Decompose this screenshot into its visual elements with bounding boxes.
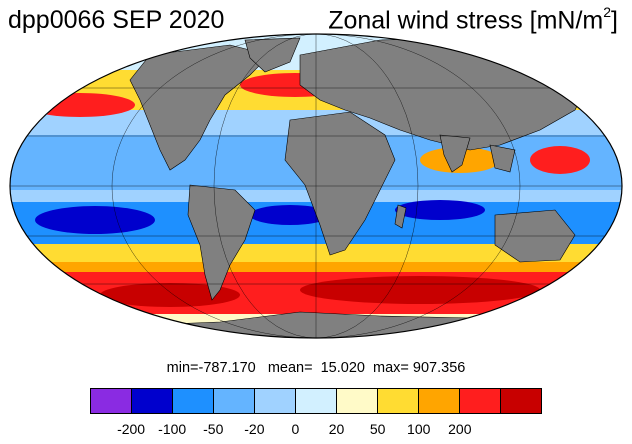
page-title-left: dpp0066 SEP 2020 [8, 6, 225, 34]
title-unit-text: Zonal wind stress [mN/m [328, 6, 604, 35]
colorbar-label-4: 0 [291, 421, 300, 437]
title-unit-close: ] [611, 6, 618, 35]
graticule-meridian-180 [111, 34, 521, 338]
globe-outline [9, 33, 623, 339]
colorbar-label-2: -50 [203, 421, 224, 437]
colorbar-box-6 [337, 389, 378, 413]
colorbar-label-8: 200 [448, 421, 472, 437]
colorbar-box-10 [501, 389, 541, 413]
patch-east-pacific-low [35, 206, 155, 234]
land-new-zealand [595, 259, 609, 281]
colorbar-box-3 [214, 389, 255, 413]
colorbar-labels: -200 -100 -50 -20 0 20 50 100 200 [90, 421, 542, 439]
patch-west-pacific-high [530, 146, 590, 174]
colorbar-label-6: 50 [369, 421, 386, 437]
colorbar-box-9 [460, 389, 501, 413]
title-unit-superscript: 2 [603, 4, 612, 20]
patch-south-atlantic-low [250, 205, 330, 225]
colorbar-box-5 [296, 389, 337, 413]
land-madagascar [394, 204, 407, 229]
colorbar-label-0: -200 [117, 421, 146, 437]
land-southeast-asia [489, 144, 516, 173]
world-map [9, 33, 623, 339]
patch-southern-max [300, 276, 540, 304]
colorbar [90, 388, 542, 414]
page-title-right: Zonal wind stress [mN/m2] [328, 4, 618, 35]
land-africa [284, 111, 396, 256]
patch-indian-low [395, 200, 485, 220]
land-india [439, 134, 471, 173]
colorbar-label-1: -100 [158, 421, 187, 437]
patch-north-pacific-high [25, 93, 135, 117]
colorbar-box-0 [91, 389, 132, 413]
graticule-meridian-90 [213, 34, 419, 338]
colorbar-label-5: 20 [328, 421, 345, 437]
colorbar-label-3: -20 [244, 421, 265, 437]
stats-line: min=-787.170 mean= 15.020 max= 907.356 [166, 360, 466, 376]
colorbar-box-8 [419, 389, 460, 413]
patch-southern-max-west [100, 283, 240, 307]
colorbar-label-7: 100 [407, 421, 431, 437]
land-greenland [244, 37, 301, 73]
colorbar-box-7 [378, 389, 419, 413]
colorbar-box-4 [255, 389, 296, 413]
colorbar-box-1 [132, 389, 173, 413]
colorbar-box-2 [173, 389, 214, 413]
